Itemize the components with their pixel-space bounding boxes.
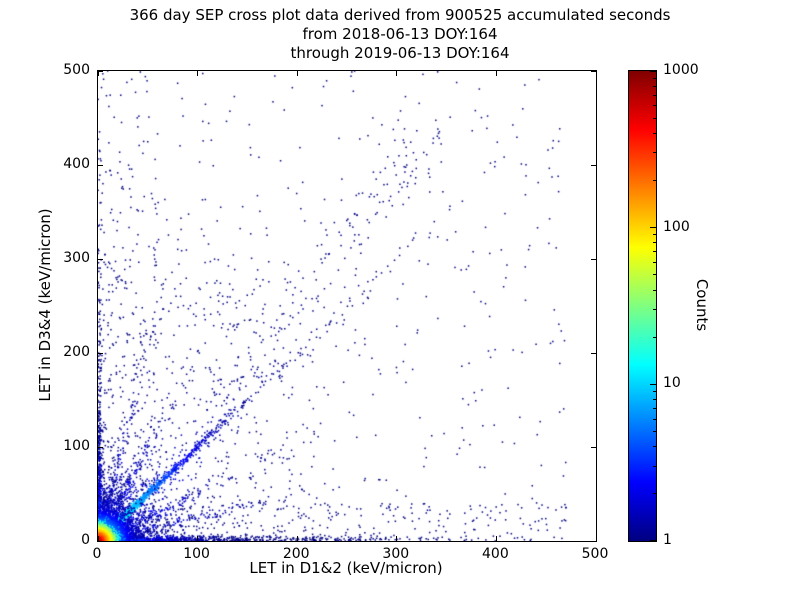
colorbar-tick [650, 227, 656, 229]
colorbar-minor-tick [653, 446, 656, 448]
colorbar-minor-tick [653, 336, 656, 338]
title-line-1: 366 day SEP cross plot data derived from… [129, 6, 671, 24]
x-axis-label: LET in D1&2 (keV/micron) [249, 559, 443, 577]
y-tick [98, 164, 103, 166]
x-tick [396, 536, 398, 541]
x-tick-top [495, 71, 497, 76]
colorbar-minor-tick [653, 418, 656, 420]
y-tick-right [591, 70, 596, 72]
colorbar-minor-tick [653, 180, 656, 181]
y-tick-label: 200 [63, 344, 90, 360]
y-tick [98, 258, 103, 260]
x-tick [595, 536, 597, 541]
colorbar-minor-tick [653, 309, 656, 311]
colorbar-minor-tick [653, 408, 656, 410]
colorbar-tick-label: 1 [663, 532, 672, 548]
colorbar-minor-tick [653, 261, 656, 263]
x-tick-label: 500 [581, 546, 609, 562]
y-tick [98, 70, 103, 72]
colorbar-minor-tick [653, 289, 656, 291]
x-tick-top [396, 71, 398, 76]
colorbar-minor-tick [653, 94, 656, 96]
y-tick-right [591, 540, 596, 542]
colorbar-minor-tick [653, 242, 656, 244]
y-tick-right [591, 352, 596, 354]
title-line-2: from 2018-06-13 DOY:164 [302, 25, 498, 43]
colorbar-tick [650, 540, 656, 541]
colorbar-minor-tick [653, 274, 656, 276]
x-tick [97, 536, 99, 541]
scatter-canvas [98, 71, 596, 541]
x-tick-label: 300 [382, 546, 410, 562]
x-tick-top [595, 71, 597, 76]
colorbar [628, 70, 657, 542]
colorbar-minor-tick [653, 493, 656, 495]
x-tick-label: 0 [92, 546, 102, 562]
colorbar-minor-tick [653, 105, 656, 107]
colorbar-tick [650, 383, 656, 385]
y-tick-right [591, 446, 596, 448]
colorbar-minor-tick [653, 391, 656, 392]
colorbar-minor-tick [653, 117, 656, 119]
y-tick-label: 100 [63, 438, 90, 454]
y-tick-label: 400 [63, 156, 90, 172]
y-tick [98, 540, 103, 542]
colorbar-tick-label: 10 [663, 375, 681, 392]
plot-area [97, 70, 597, 542]
colorbar-tick-label: 1000 [663, 62, 699, 78]
x-tick [197, 536, 199, 541]
colorbar-minor-tick [653, 399, 656, 401]
x-tick-label: 200 [282, 546, 310, 562]
y-tick [98, 446, 103, 448]
y-tick-right [591, 258, 596, 260]
y-tick-label: 500 [63, 62, 90, 78]
x-tick [495, 536, 497, 541]
y-tick-label: 0 [81, 532, 90, 548]
colorbar-tick [650, 71, 656, 72]
x-tick-top [197, 71, 199, 76]
y-tick-label: 300 [63, 250, 90, 266]
x-tick-top [296, 71, 298, 76]
title-line-3: through 2019-06-13 DOY:164 [290, 44, 510, 62]
y-tick-right [591, 164, 596, 166]
colorbar-minor-tick [653, 132, 656, 134]
colorbar-minor-tick [653, 152, 656, 154]
colorbar-minor-tick [653, 430, 656, 432]
y-axis-label: LET in D3&4 (keV/micron) [36, 208, 54, 402]
x-tick [296, 536, 298, 541]
x-tick-label: 400 [482, 546, 509, 562]
chart-title: 366 day SEP cross plot data derived from… [0, 6, 800, 63]
x-tick-label: 100 [183, 546, 210, 562]
colorbar-minor-tick [653, 85, 656, 87]
colorbar-minor-tick [653, 251, 656, 253]
y-tick [98, 352, 103, 354]
colorbar-minor-tick [653, 465, 656, 467]
colorbar-minor-tick [653, 234, 656, 236]
colorbar-minor-tick [653, 77, 656, 79]
x-tick-top [97, 71, 99, 76]
colorbar-tick-label: 100 [663, 218, 690, 235]
colorbar-label: Counts [693, 278, 711, 332]
